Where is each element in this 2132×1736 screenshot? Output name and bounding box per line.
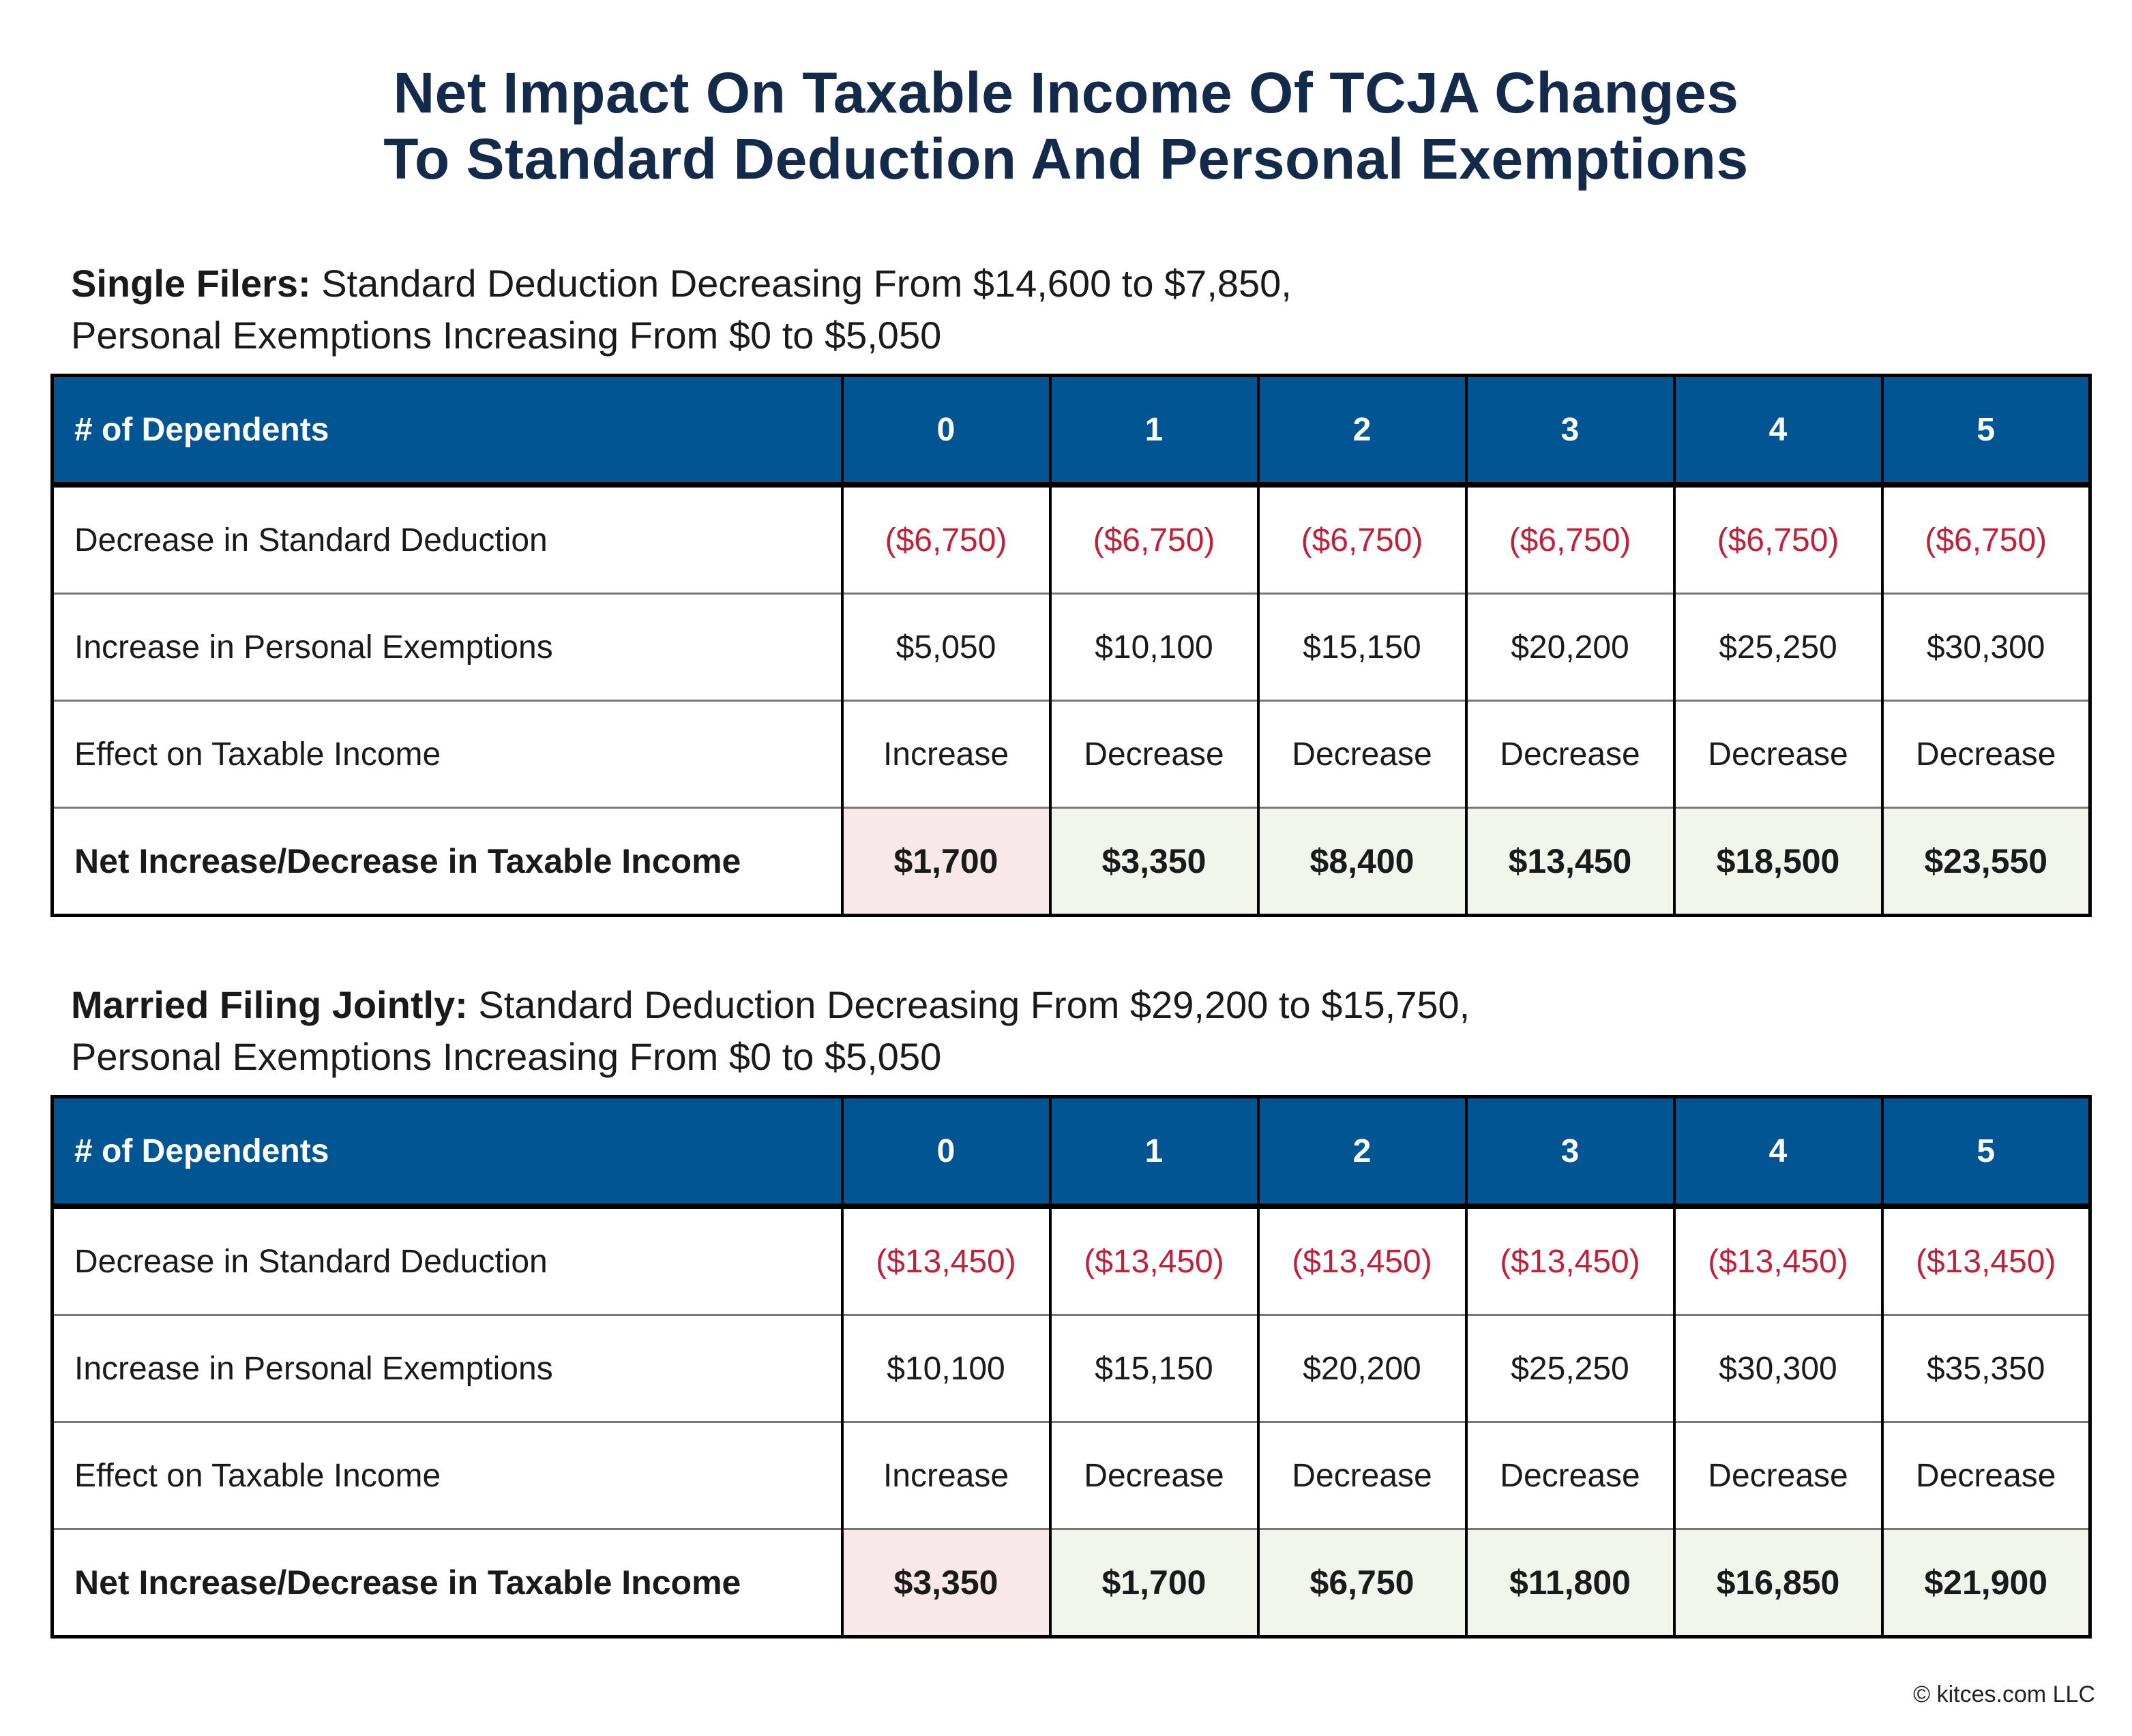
cell: Decrease (1256, 700, 1468, 809)
married-filing-jointly-table: # of Dependents 0 1 2 3 4 5 Decrease in … (50, 1095, 2092, 1638)
header-col: 4 (1672, 375, 1884, 488)
cell-decrease: $11,800 (1464, 1528, 1676, 1637)
cell: Decrease (1880, 1421, 2092, 1530)
cell: Decrease (1256, 1421, 1468, 1530)
section-desc-line-2: Personal Exemptions Increasing From $0 t… (71, 314, 942, 357)
cell: ($6,750) (840, 483, 1052, 595)
row-label: Increase in Personal Exemptions (50, 593, 844, 702)
title-line-2: To Standard Deduction And Personal Exemp… (383, 127, 1749, 191)
header-label: # of Dependents (50, 1096, 844, 1209)
table-row-net: Net Increase/Decrease in Taxable Income … (50, 1528, 2092, 1637)
row-label: Effect on Taxable Income (50, 700, 844, 809)
table-row-effect: Effect on Taxable Income Increase Decrea… (50, 700, 2092, 809)
section-desc-line-1: Standard Deduction Decreasing From $14,6… (310, 262, 1292, 305)
cell-decrease: $16,850 (1672, 1528, 1884, 1637)
cell: Decrease (1672, 700, 1884, 809)
table-row-std-deduction: Decrease in Standard Deduction ($6,750) … (50, 483, 2092, 595)
cell: ($13,450) (840, 1205, 1052, 1316)
cell: Decrease (1672, 1421, 1884, 1530)
cell: $15,150 (1256, 593, 1468, 702)
cell-increase: $1,700 (840, 807, 1052, 916)
row-label: Decrease in Standard Deduction (50, 483, 844, 595)
cell: $20,200 (1464, 593, 1676, 702)
cell-decrease: $18,500 (1672, 807, 1884, 916)
table-header-row: # of Dependents 0 1 2 3 4 5 (50, 1096, 2092, 1209)
single-filers-heading: Single Filers: Standard Deduction Decrea… (71, 258, 1292, 361)
header-col: 2 (1256, 1096, 1468, 1209)
cell: ($13,450) (1464, 1205, 1676, 1316)
cell: $25,250 (1464, 1314, 1676, 1423)
cell: ($6,750) (1048, 483, 1260, 595)
cell: Decrease (1048, 700, 1260, 809)
section-label: Married Filing Jointly: (71, 983, 468, 1026)
header-col: 0 (840, 1096, 1052, 1209)
cell: $35,350 (1880, 1314, 2092, 1423)
cell-decrease: $3,350 (1048, 807, 1260, 916)
table-row-exemptions: Increase in Personal Exemptions $10,100 … (50, 1314, 2092, 1423)
cell: ($6,750) (1256, 483, 1468, 595)
row-label: Decrease in Standard Deduction (50, 1205, 844, 1316)
cell: $20,200 (1256, 1314, 1468, 1423)
cell-decrease: $1,700 (1048, 1528, 1260, 1637)
cell: Increase (840, 700, 1052, 809)
header-col: 1 (1048, 1096, 1260, 1209)
header-col: 5 (1880, 1096, 2092, 1209)
cell: Decrease (1880, 700, 2092, 809)
cell: $5,050 (840, 593, 1052, 702)
header-label: # of Dependents (50, 375, 844, 488)
header-col: 1 (1048, 375, 1260, 488)
table-row-net: Net Increase/Decrease in Taxable Income … (50, 807, 2092, 916)
cell: $10,100 (1048, 593, 1260, 702)
row-label: Increase in Personal Exemptions (50, 1314, 844, 1423)
row-label: Net Increase/Decrease in Taxable Income (50, 1528, 844, 1637)
table-row-exemptions: Increase in Personal Exemptions $5,050 $… (50, 593, 2092, 702)
cell: ($13,450) (1672, 1205, 1884, 1316)
cell: $30,300 (1672, 1314, 1884, 1423)
cell: ($6,750) (1672, 483, 1884, 595)
header-col: 3 (1464, 1096, 1676, 1209)
header-col: 0 (840, 375, 1052, 488)
cell: $15,150 (1048, 1314, 1260, 1423)
header-col: 3 (1464, 375, 1676, 488)
section-label: Single Filers: (71, 262, 311, 305)
cell-decrease: $23,550 (1880, 807, 2092, 916)
page-title: Net Impact On Taxable Income Of TCJA Cha… (0, 60, 2132, 192)
title-line-1: Net Impact On Taxable Income Of TCJA Cha… (393, 61, 1739, 125)
cell: ($6,750) (1464, 483, 1676, 595)
header-col: 5 (1880, 375, 2092, 488)
section-desc-line-1: Standard Deduction Decreasing From $29,2… (467, 983, 1470, 1026)
cell: Decrease (1464, 1421, 1676, 1530)
cell-increase: $3,350 (840, 1528, 1052, 1637)
cell: Decrease (1464, 700, 1676, 809)
cell-decrease: $6,750 (1256, 1528, 1468, 1637)
row-label: Effect on Taxable Income (50, 1421, 844, 1530)
single-filers-table: # of Dependents 0 1 2 3 4 5 Decrease in … (50, 374, 2092, 917)
married-filing-jointly-heading: Married Filing Jointly: Standard Deducti… (71, 979, 1470, 1083)
cell: Decrease (1048, 1421, 1260, 1530)
header-col: 2 (1256, 375, 1468, 488)
cell: ($13,450) (1880, 1205, 2092, 1316)
cell: ($13,450) (1256, 1205, 1468, 1316)
table-row-std-deduction: Decrease in Standard Deduction ($13,450)… (50, 1205, 2092, 1316)
cell: $10,100 (840, 1314, 1052, 1423)
cell: Increase (840, 1421, 1052, 1530)
table-header-row: # of Dependents 0 1 2 3 4 5 (50, 375, 2092, 488)
cell-decrease: $8,400 (1256, 807, 1468, 916)
cell: ($13,450) (1048, 1205, 1260, 1316)
row-label: Net Increase/Decrease in Taxable Income (50, 807, 844, 916)
copyright: © kitces.com LLC (1913, 1681, 2095, 1707)
cell-decrease: $13,450 (1464, 807, 1676, 916)
cell: $25,250 (1672, 593, 1884, 702)
cell-decrease: $21,900 (1880, 1528, 2092, 1637)
section-desc-line-2: Personal Exemptions Increasing From $0 t… (71, 1035, 942, 1078)
cell: ($6,750) (1880, 483, 2092, 595)
header-col: 4 (1672, 1096, 1884, 1209)
cell: $30,300 (1880, 593, 2092, 702)
table-row-effect: Effect on Taxable Income Increase Decrea… (50, 1421, 2092, 1530)
